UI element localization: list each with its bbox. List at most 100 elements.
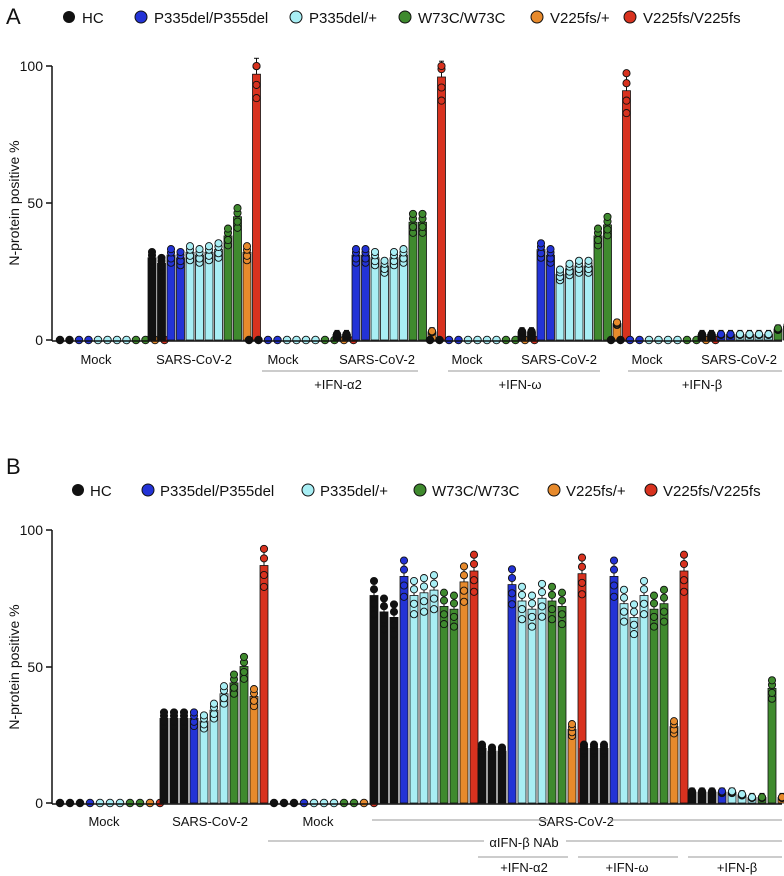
bar-w73c-w73c-g1-9-zero-dot [135, 798, 145, 808]
replicate-dot [219, 682, 229, 691]
replicate-dot [379, 602, 389, 611]
bar-p335del-het-g5-5-zero-dot [463, 335, 473, 345]
replicate-dot [409, 576, 419, 586]
bar-p335del-het-g1-5-zero-dot [95, 798, 105, 808]
bar-v225fs-v225fs-g2-11 [259, 565, 269, 804]
replicate-dot [252, 80, 261, 89]
replicate-dot [459, 597, 469, 606]
replicate-dot [649, 591, 659, 600]
legend-swatch-w73c [413, 483, 427, 497]
replicate-dot [507, 600, 517, 609]
replicate-dot [574, 256, 584, 265]
panel-a-ytick-0: 0 [35, 332, 43, 348]
replicate-dot [557, 596, 567, 605]
replicate-dot [619, 593, 629, 602]
bar-v225fs-v225fs-g6-11 [679, 570, 689, 804]
replicate-dot [609, 556, 619, 565]
replicate-dot [649, 622, 659, 631]
replicate-dot [517, 590, 527, 599]
replicate-dot [639, 599, 649, 608]
legend-label-v225fs-hom: V225fs/V225fs [643, 10, 741, 27]
replicate-dot [369, 576, 379, 586]
bar-w73c-w73c-g7-9-zero-dot [682, 335, 692, 345]
legend-swatch-p335del-het [301, 483, 315, 497]
replicate-dot [507, 565, 517, 574]
bar-v225fs-het-g2-10 [249, 696, 259, 804]
replicate-dot [659, 607, 669, 616]
bar-p335del-het-g6-5 [619, 603, 629, 804]
replicate-dot [418, 222, 427, 231]
bar-p335del-het-g3-7-zero-dot [301, 335, 311, 345]
bar-v225fs-v225fs-g4-11 [469, 570, 479, 804]
replicate-dot [437, 96, 446, 105]
replicate-dot [609, 581, 619, 590]
replicate-dot [659, 617, 669, 626]
replicate-dot [619, 617, 629, 626]
bar-p335del-het-g6-7 [639, 595, 649, 804]
bar-hc-g4-1 [369, 595, 379, 804]
panel-a-y-axis [46, 65, 53, 341]
replicate-dot [379, 615, 389, 624]
replicate-dot [259, 554, 269, 563]
bar-p335del-het-g2-5 [185, 251, 195, 341]
replicate-dot [419, 607, 429, 616]
bar-p335del-het-g5-5 [517, 600, 527, 804]
bar-w73c-w73c-g7-9 [767, 687, 777, 804]
panel-a-ytick-100: 100 [20, 58, 44, 74]
bar-p335del-p355del-g1-4-zero-dot [85, 798, 95, 808]
bar-hc-g7-1-zero-dot [606, 335, 616, 345]
replicate-dot [773, 324, 783, 333]
replicate-dot [419, 582, 429, 591]
bar-w73c-w73c-g2-9 [239, 666, 249, 804]
bar-p335del-het-g3-6-zero-dot [292, 335, 301, 345]
replicate-dot [767, 688, 777, 697]
bar-w73c-w73c-g1-8-zero-dot [125, 798, 135, 808]
replicate-dot [409, 585, 419, 594]
replicate-dot [507, 589, 517, 598]
replicate-dot [399, 556, 409, 565]
replicate-dot [399, 245, 408, 254]
replicate-dot [622, 69, 631, 78]
replicate-dot [659, 585, 669, 594]
legend-swatch-p335del-p355del [134, 10, 148, 24]
bar-p335del-het-g6-6 [629, 617, 639, 804]
replicate-dot [159, 708, 169, 717]
bar-hc-g1-2-zero-dot [65, 335, 74, 345]
replicate-dot [249, 685, 259, 694]
bar-hc-g4-2 [379, 611, 389, 804]
bar-p335del-p355del-g1-3-zero-dot [74, 335, 84, 345]
panel-b-brace-virus: SARS-CoV-2 [538, 814, 614, 829]
bar-p335del-het-g1-5-zero-dot [93, 335, 103, 345]
bar-hc-g5-1-zero-dot [425, 335, 435, 345]
replicate-dot [409, 599, 419, 608]
bar-p335del-p355del-g2-4 [176, 257, 185, 341]
replicate-dot [459, 562, 469, 571]
bar-p335del-het-g1-7-zero-dot [112, 335, 122, 345]
bar-p335del-het-g5-6 [527, 608, 537, 804]
replicate-dot [497, 743, 507, 752]
replicate-dot [249, 696, 259, 705]
replicate-dot [389, 607, 399, 616]
replicate-dot [557, 620, 567, 629]
replicate-dot [517, 605, 527, 614]
legend-swatch-v225fs-het [530, 10, 544, 24]
replicate-dot [369, 585, 379, 594]
replicate-dot [389, 247, 399, 257]
replicate-dot [419, 597, 429, 606]
bar-v225fs-v225fs-g2-12 [252, 73, 261, 341]
replicate-dot [189, 708, 199, 717]
legend-label-p335del-het: P335del/+ [309, 10, 377, 27]
bar-hc-g2-1 [159, 718, 169, 804]
bar-p335del-p355del-g6-3 [536, 249, 546, 341]
bar-p335del-p355del-g2-3 [166, 254, 176, 341]
bar-p335del-p355del-g5-4-zero-dot [454, 335, 463, 345]
bar-w73c-w73c-g6-10 [603, 224, 612, 341]
replicate-dot [629, 600, 639, 609]
replicate-dot [439, 596, 449, 605]
replicate-dot [669, 717, 679, 726]
legend-swatch-hc [63, 11, 75, 23]
replicate-dot [527, 599, 537, 608]
bar-p335del-p355del-g5-3-zero-dot [444, 335, 454, 345]
replicate-dot [166, 245, 176, 254]
panel-a-xlabel-virus-3: SARS-CoV-2 [521, 352, 597, 367]
